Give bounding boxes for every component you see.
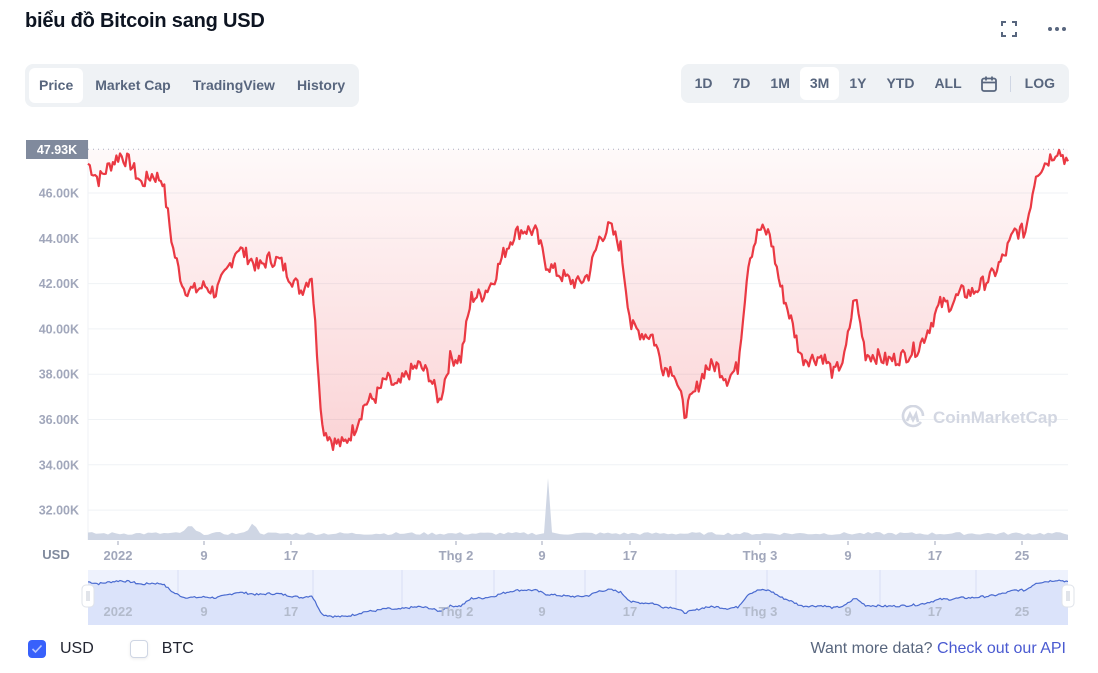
tab-price[interactable]: Price xyxy=(29,68,84,103)
svg-text:44.00K: 44.00K xyxy=(39,232,79,246)
svg-text:Thg 2: Thg 2 xyxy=(439,604,474,619)
volume-area xyxy=(88,478,1068,540)
navigator-area xyxy=(88,580,1068,625)
calendar-button[interactable] xyxy=(972,67,1006,100)
x-axis: 2022 9 17 Thg 2 9 17 Thg 3 9 17 25 xyxy=(104,541,1029,563)
navigator-line xyxy=(88,579,1068,619)
svg-text:46.00K: 46.00K xyxy=(39,187,79,201)
api-prompt: Want more data? xyxy=(810,640,933,657)
svg-text:25: 25 xyxy=(1015,604,1029,619)
coinmarketcap-watermark: CoinMarketCap xyxy=(900,405,1058,431)
svg-text:17: 17 xyxy=(284,548,298,563)
navigator-handle-right xyxy=(1061,584,1075,608)
api-link[interactable]: Check out our API xyxy=(937,640,1066,657)
currency-legend: USD BTC xyxy=(28,640,220,658)
time-range-selector: 1D 7D 1M 3M 1Y YTD ALL LOG xyxy=(680,64,1069,103)
tab-market-cap[interactable]: Market Cap xyxy=(95,77,171,93)
price-chart-svg: 32.00K 34.00K 36.00K 38.00K 40.00K 42.00K 44.0… xyxy=(26,140,1075,625)
calendar-icon xyxy=(980,76,997,92)
svg-text:Thg 3: Thg 3 xyxy=(743,604,778,619)
coinmarketcap-logo-icon xyxy=(901,405,925,428)
svg-text:9: 9 xyxy=(844,604,851,619)
svg-text:38.00K: 38.00K xyxy=(39,368,79,382)
svg-text:9: 9 xyxy=(844,548,851,563)
range-1m[interactable]: 1M xyxy=(770,75,790,91)
y-axis: 32.00K 34.00K 36.00K 38.00K 40.00K 42.00K 44.0… xyxy=(39,187,79,518)
log-scale-toggle[interactable]: LOG xyxy=(1024,75,1055,91)
svg-text:Thg 2: Thg 2 xyxy=(439,548,474,563)
svg-text:9: 9 xyxy=(538,604,545,619)
svg-text:2022: 2022 xyxy=(104,604,133,619)
btc-label: BTC xyxy=(161,640,194,657)
tab-history[interactable]: History xyxy=(296,77,346,93)
current-price-badge xyxy=(26,140,88,159)
chart-actions xyxy=(998,18,1068,40)
chart-type-tabs: Price Market Cap TradingView History xyxy=(25,64,360,107)
svg-text:Thg 3: Thg 3 xyxy=(743,548,778,563)
btc-checkbox[interactable] xyxy=(129,640,148,658)
navigator-handle-left xyxy=(81,584,95,608)
more-horizontal-icon[interactable] xyxy=(1046,18,1068,40)
svg-text:17: 17 xyxy=(623,604,637,619)
watermark-text: CoinMarketCap xyxy=(933,408,1058,427)
svg-text:17: 17 xyxy=(284,604,298,619)
price-line xyxy=(87,148,1069,451)
svg-text:34.00K: 34.00K xyxy=(39,458,79,472)
svg-text:17: 17 xyxy=(928,548,942,563)
check-icon xyxy=(31,644,43,654)
usd-checkbox[interactable] xyxy=(28,640,46,658)
range-3m[interactable]: 3M xyxy=(799,67,840,100)
svg-text:2022: 2022 xyxy=(104,548,133,563)
price-area xyxy=(88,149,1068,450)
range-ytd[interactable]: YTD xyxy=(886,75,915,91)
svg-text:9: 9 xyxy=(538,548,545,563)
svg-text:25: 25 xyxy=(1015,548,1029,563)
svg-text:36.00K: 36.00K xyxy=(39,413,79,427)
svg-text:9: 9 xyxy=(200,548,207,563)
svg-text:17: 17 xyxy=(623,548,637,563)
fullscreen-icon[interactable] xyxy=(998,18,1020,40)
tab-tradingview[interactable]: TradingView xyxy=(192,77,275,93)
currency-axis-label: USD xyxy=(42,547,69,562)
divider xyxy=(1009,75,1011,92)
svg-text:32.00K: 32.00K xyxy=(39,504,79,518)
price-chart[interactable]: 32.00K 34.00K 36.00K 38.00K 40.00K 42.00K 44.0… xyxy=(0,130,1098,630)
svg-text:17: 17 xyxy=(928,604,942,619)
legend-btc[interactable]: BTC xyxy=(129,640,194,658)
current-price-label: 47.93K xyxy=(37,143,77,157)
page-title: biểu đồ Bitcoin sang USD xyxy=(25,10,265,32)
usd-label: USD xyxy=(60,640,94,657)
svg-text:42.00K: 42.00K xyxy=(39,277,79,291)
api-promo: Want more data? Check out our API xyxy=(810,640,1066,658)
svg-text:9: 9 xyxy=(200,604,207,619)
range-all[interactable]: ALL xyxy=(934,75,962,91)
range-1d[interactable]: 1D xyxy=(694,75,713,91)
legend-usd[interactable]: USD xyxy=(28,640,94,658)
range-7d[interactable]: 7D xyxy=(732,75,751,91)
range-1y[interactable]: 1Y xyxy=(849,75,867,91)
svg-text:40.00K: 40.00K xyxy=(39,322,79,336)
